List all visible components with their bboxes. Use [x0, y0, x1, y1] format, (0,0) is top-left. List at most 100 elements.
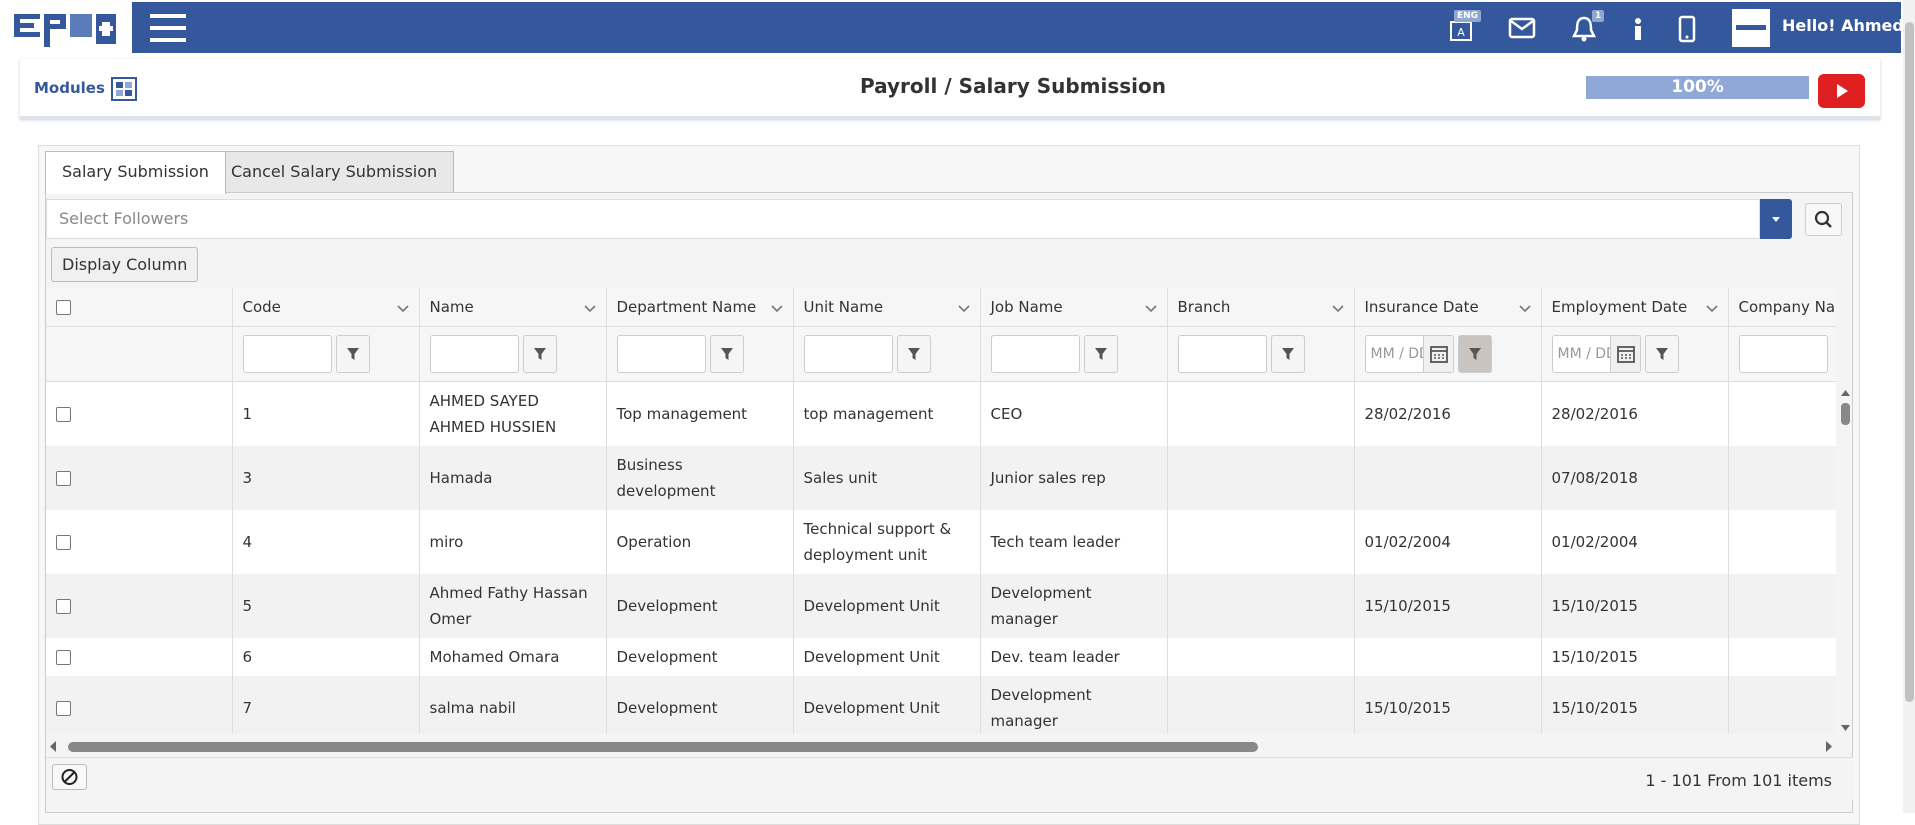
- avatar[interactable]: [1732, 9, 1770, 47]
- search-button[interactable]: [1805, 203, 1842, 236]
- filter-button[interactable]: [1083, 335, 1118, 373]
- filter-input[interactable]: [1177, 335, 1267, 373]
- cell: [1728, 676, 1836, 733]
- filter-button[interactable]: [1270, 335, 1305, 373]
- cell: 15/10/2015: [1354, 676, 1542, 733]
- cell: 28/02/2016: [1541, 381, 1729, 446]
- language-icon[interactable]: A: [1448, 14, 1478, 44]
- filter-button[interactable]: [522, 335, 557, 373]
- filter-button[interactable]: [896, 335, 931, 373]
- row-checkbox[interactable]: [56, 471, 71, 486]
- filter-input[interactable]: [429, 335, 519, 373]
- modules-icon[interactable]: [111, 77, 137, 101]
- cell: [1728, 638, 1836, 676]
- column-header[interactable]: Employment Date: [1541, 288, 1729, 327]
- cell: Mohamed Omara: [419, 638, 607, 676]
- mail-icon[interactable]: [1508, 17, 1536, 39]
- info-icon[interactable]: [1630, 16, 1646, 42]
- column-header[interactable]: Unit Name: [793, 288, 981, 327]
- column-header[interactable]: Code: [232, 288, 420, 327]
- cell: Dev. team leader: [980, 638, 1168, 676]
- select-all-checkbox[interactable]: [56, 300, 71, 315]
- column-header[interactable]: Branch: [1167, 288, 1355, 327]
- notifications-icon[interactable]: [1570, 15, 1598, 43]
- dropdown-button[interactable]: [1760, 199, 1792, 239]
- filter-button[interactable]: [709, 335, 744, 373]
- column-header[interactable]: Insurance Date: [1354, 288, 1542, 327]
- column-menu[interactable]: [1705, 305, 1718, 313]
- column-header[interactable]: Job Name: [980, 288, 1168, 327]
- filter-input[interactable]: [616, 335, 706, 373]
- cell: Development manager: [980, 574, 1168, 638]
- caret: [1772, 217, 1780, 222]
- filter-cell: [606, 326, 794, 382]
- tab-active[interactable]: Salary Submission: [45, 151, 226, 194]
- tab[interactable]: Cancel Salary Submission: [214, 151, 455, 193]
- date-filter-input[interactable]: MM / DD: [1364, 335, 1454, 373]
- filter-button[interactable]: [1644, 335, 1679, 373]
- cell: [1354, 638, 1542, 676]
- filter-icon: [346, 348, 359, 360]
- column-header[interactable]: Company Name: [1728, 288, 1836, 327]
- filter-button[interactable]: [335, 335, 370, 373]
- filter-input[interactable]: [1738, 335, 1828, 373]
- clear-icon: [61, 769, 78, 785]
- column-menu[interactable]: [583, 305, 596, 313]
- display-column-button[interactable]: Display Column: [51, 247, 199, 282]
- cell: Development manager: [980, 676, 1168, 733]
- page-title: Payroll / Salary Submission: [860, 74, 1166, 98]
- mobile-icon[interactable]: [1677, 15, 1697, 43]
- grid-horizontal-scrollbar[interactable]: [46, 738, 1836, 755]
- cell: [1167, 574, 1355, 638]
- row-checkbox[interactable]: [56, 535, 71, 550]
- row-select-cell: [46, 510, 233, 574]
- cell: Development Unit: [793, 676, 981, 733]
- cell: salma nabil: [419, 676, 607, 733]
- followers-select[interactable]: Select Followers: [46, 199, 1760, 239]
- row-checkbox[interactable]: [56, 599, 71, 614]
- row-checkbox[interactable]: [56, 407, 71, 422]
- cell: 5: [232, 574, 420, 638]
- logo[interactable]: [0, 2, 132, 53]
- column-menu[interactable]: [770, 305, 783, 313]
- clear-button[interactable]: [52, 764, 87, 790]
- filter-button[interactable]: [1457, 335, 1492, 373]
- cell: [1728, 510, 1836, 574]
- page-scrollbar-thumb[interactable]: [1905, 22, 1914, 702]
- calendar-button[interactable]: [1609, 336, 1640, 372]
- modules-link[interactable]: Modules: [34, 79, 105, 97]
- filter-input[interactable]: [803, 335, 893, 373]
- cell: Sales unit: [793, 446, 981, 510]
- cell: 15/10/2015: [1541, 676, 1729, 733]
- cell: AHMED SAYED AHMED HUSSIEN: [419, 381, 607, 446]
- filter-input[interactable]: [242, 335, 332, 373]
- cell: 6: [232, 638, 420, 676]
- column-title: Employment Date: [1551, 298, 1688, 316]
- cell: 15/10/2015: [1541, 574, 1729, 638]
- row-checkbox[interactable]: [56, 701, 71, 716]
- column-menu[interactable]: [1144, 305, 1157, 313]
- menu-toggle[interactable]: [148, 12, 188, 44]
- video-button[interactable]: [1818, 74, 1865, 108]
- cell: Development Unit: [793, 574, 981, 638]
- greeting[interactable]: Hello! Ahmed: [1782, 16, 1904, 35]
- grid-vertical-scrollbar[interactable]: [1838, 388, 1853, 733]
- data-row: 6 Mohamed Omara Development Development Uni…: [46, 638, 1836, 676]
- column-header[interactable]: Department Name: [606, 288, 794, 327]
- column-header[interactable]: Name: [419, 288, 607, 327]
- filter-icon: [1281, 348, 1294, 360]
- grid-table: Code Name Department Name Unit Name Job Name…: [46, 288, 1836, 733]
- column-title: Name: [429, 298, 474, 316]
- column-menu[interactable]: [1331, 305, 1344, 313]
- row-checkbox[interactable]: [56, 650, 71, 665]
- calendar-button[interactable]: [1422, 336, 1453, 372]
- header-cell: [46, 288, 233, 327]
- date-filter-input[interactable]: MM / DD: [1551, 335, 1641, 373]
- filter-icon: [1094, 348, 1107, 360]
- column-menu[interactable]: [396, 305, 409, 313]
- filter-input[interactable]: [990, 335, 1080, 373]
- column-menu[interactable]: [1518, 305, 1531, 313]
- column-menu[interactable]: [957, 305, 970, 313]
- filter-icon: [533, 348, 546, 360]
